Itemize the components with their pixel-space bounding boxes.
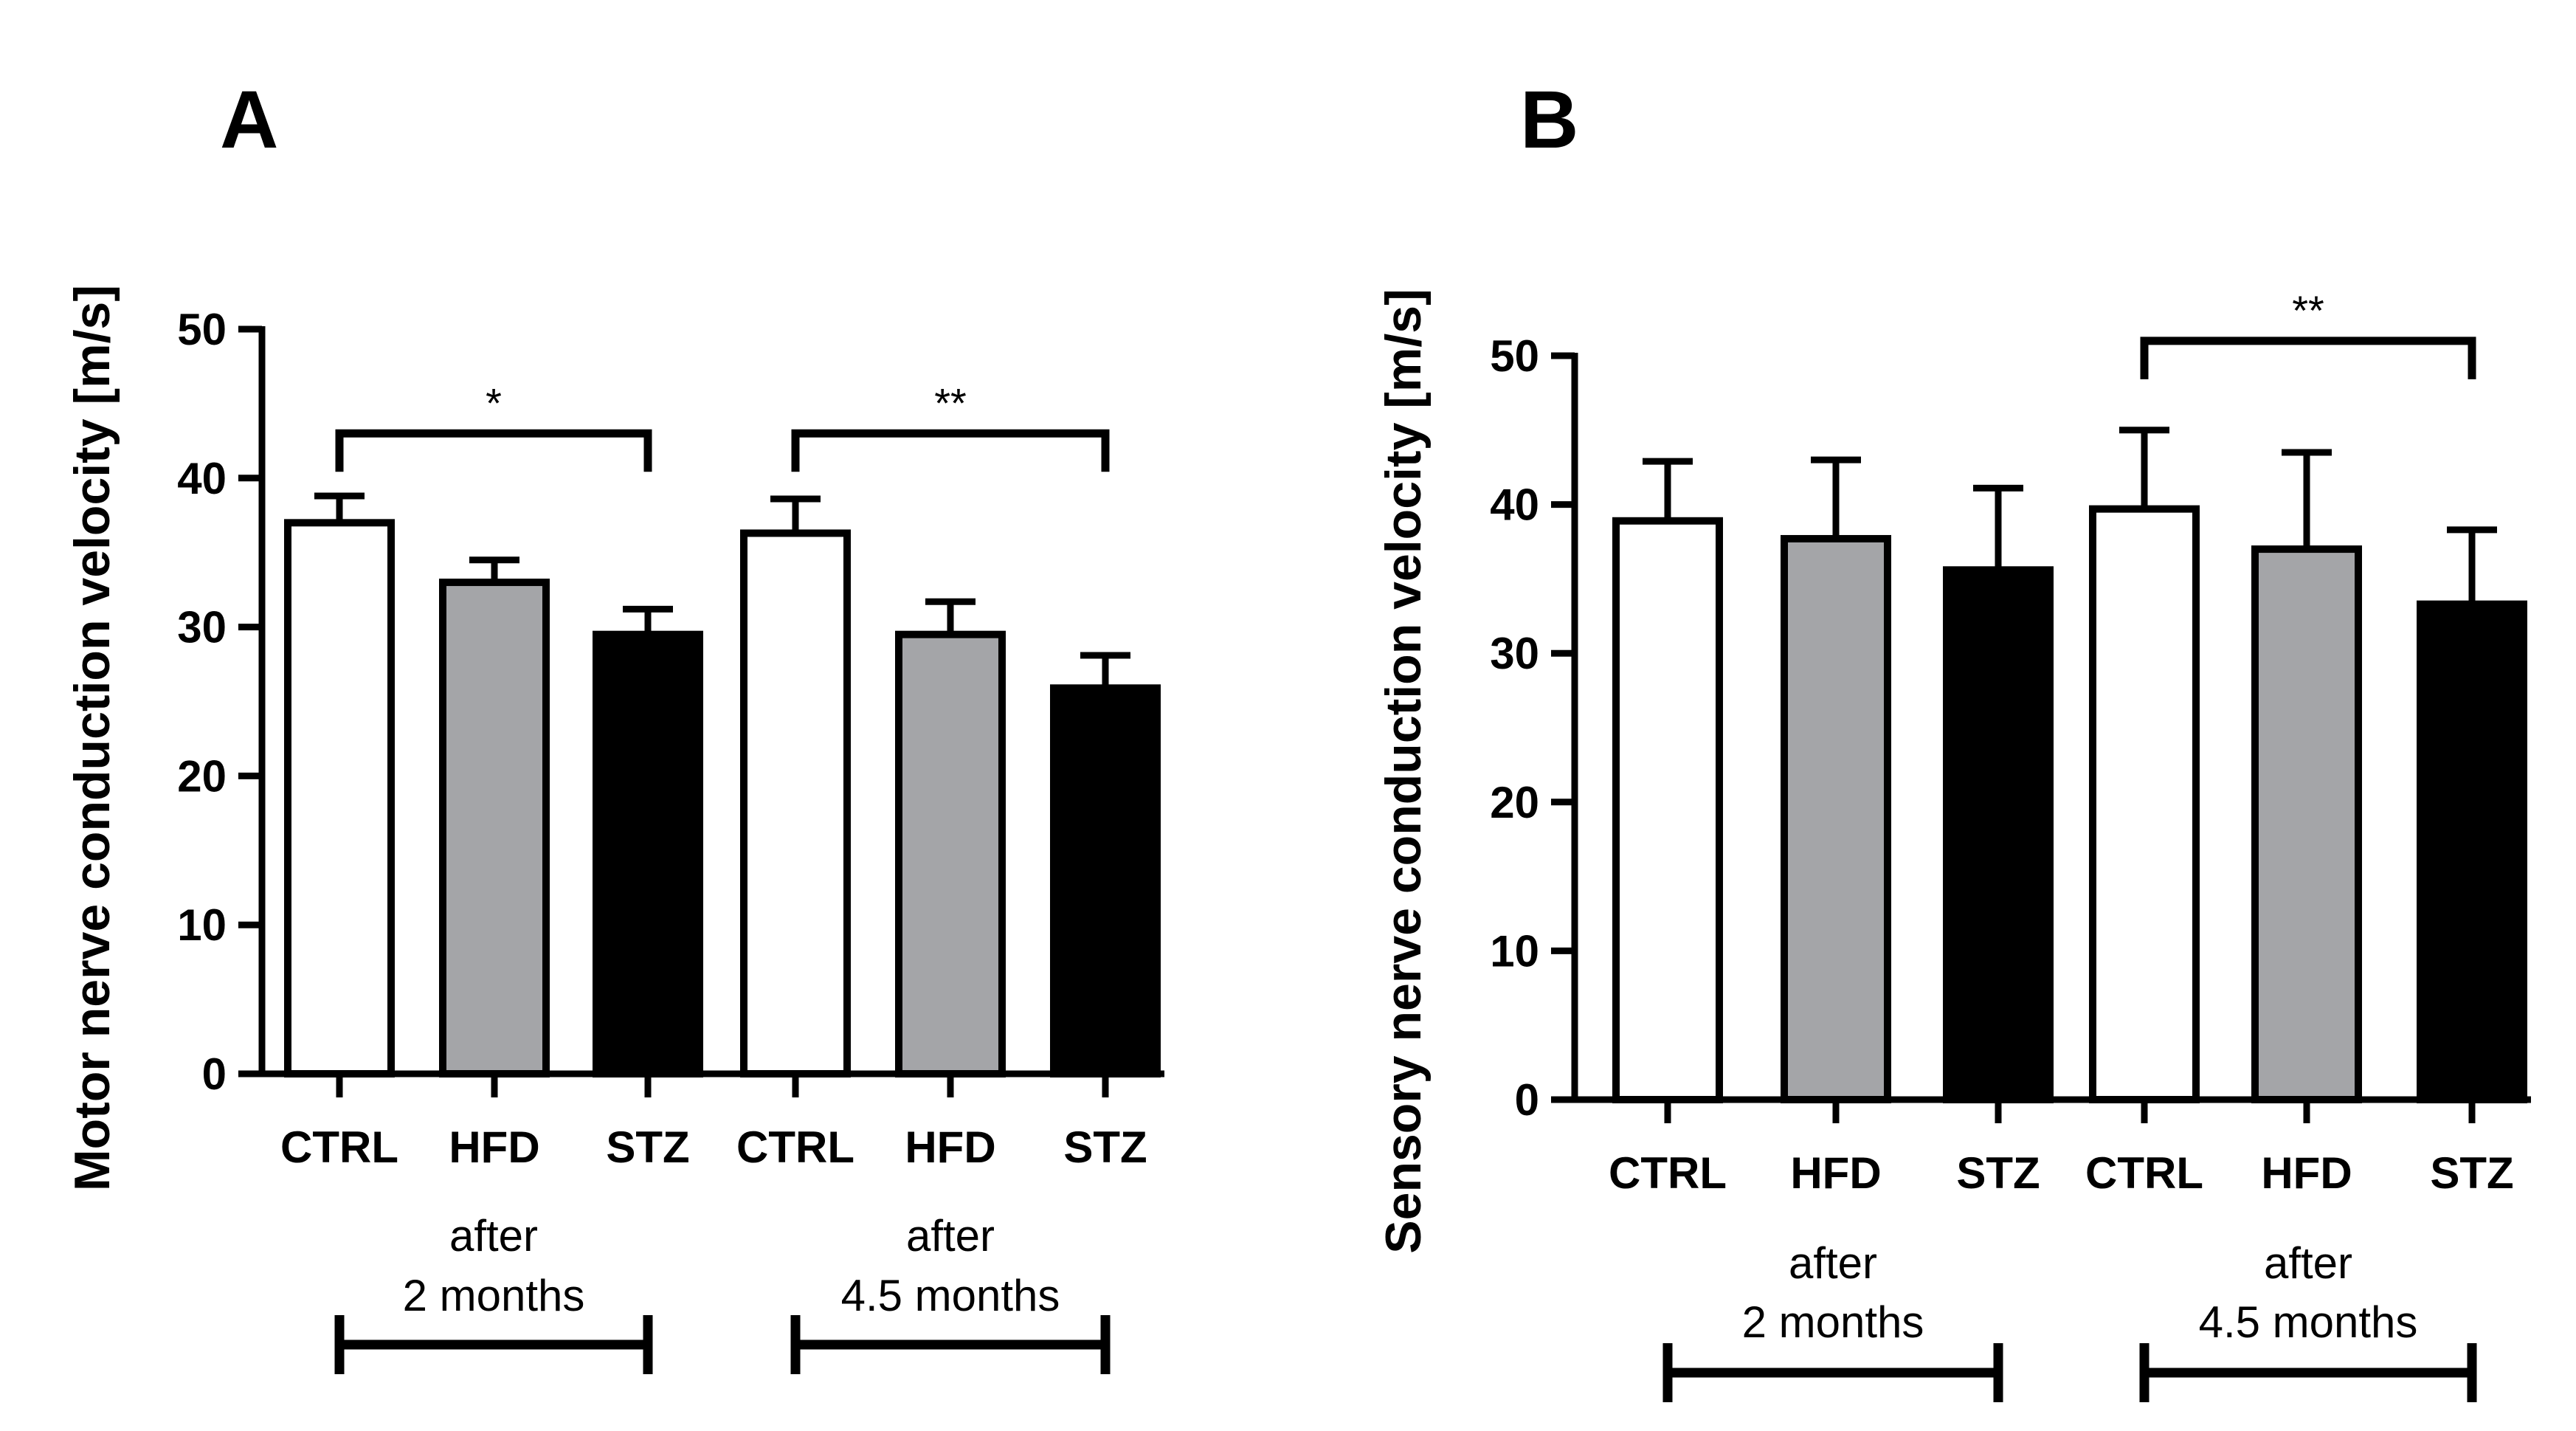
panel-a-bar-stz — [1050, 684, 1161, 1077]
panel-a-bar-stz — [593, 630, 703, 1077]
panel-a-bar-hfd — [439, 579, 550, 1077]
panel-b-y-tick-label: 10 — [1490, 926, 1539, 976]
panel-b-letter: B — [1520, 75, 1578, 165]
panel-b-significance-bracket — [2140, 337, 2476, 379]
panel-b: B Sensory nerve conduction velocity [m/s… — [1375, 75, 2531, 1402]
panel-a-group-label: after — [449, 1211, 538, 1261]
panel-b-y-tick-label: 0 — [1515, 1075, 1539, 1125]
panel-a-group-label: after — [906, 1211, 995, 1261]
panel-a-y-tick-label: 40 — [177, 454, 227, 503]
panel-b-group-label: after — [2264, 1238, 2352, 1288]
panel-b-group-label: 4.5 months — [2199, 1297, 2418, 1347]
panel-a-y-tick-label: 20 — [177, 751, 227, 801]
panel-a-bar-hfd — [895, 630, 1006, 1077]
panel-b-category-label: STZ — [2430, 1148, 2513, 1198]
panel-b-category-label: CTRL — [2085, 1148, 2203, 1198]
panel-b-y-axis-label: Sensory nerve conduction velocity [m/s] — [1375, 289, 1432, 1253]
panel-a-y-tick-label: 30 — [177, 603, 227, 652]
panel-b-bar-hfd — [1781, 534, 1891, 1103]
panel-a-category-label: HFD — [449, 1123, 539, 1172]
panel-a: A Motor nerve conduction velocity [m/s] … — [64, 75, 1164, 1374]
panel-b-y-tick-label: 40 — [1490, 480, 1539, 530]
panel-a-group-label: 4.5 months — [841, 1271, 1060, 1320]
panel-b-group-label: after — [1789, 1238, 1877, 1288]
panel-b-category-label: CTRL — [1609, 1148, 1727, 1198]
panel-a-category-label: HFD — [905, 1123, 995, 1172]
panel-a-group-label: 2 months — [403, 1271, 585, 1320]
panel-a-y-tick-label: 0 — [202, 1049, 227, 1099]
panel-a-y-axis-label: Motor nerve conduction velocity [m/s] — [64, 285, 120, 1191]
panel-b-significance-label: ** — [2292, 287, 2324, 334]
panel-b-y-tick-label: 50 — [1490, 331, 1539, 381]
panel-a-significance-bracket — [791, 429, 1110, 472]
panel-a-y-tick-label: 10 — [177, 900, 227, 950]
panel-b-bar-ctrl — [1612, 517, 1723, 1103]
panel-b-category-label: HFD — [2261, 1148, 2352, 1198]
panel-b-bar-stz — [1943, 566, 2054, 1103]
panel-a-category-label: STZ — [1063, 1123, 1147, 1172]
panel-a-category-label: STZ — [606, 1123, 689, 1172]
panel-b-category-label: STZ — [1956, 1148, 2040, 1198]
panel-a-category-label: CTRL — [736, 1123, 854, 1172]
panel-b-y-tick-label: 30 — [1490, 629, 1539, 678]
panel-a-letter: A — [220, 75, 278, 165]
panel-a-bar-ctrl — [284, 519, 395, 1077]
panel-b-bar-ctrl — [2089, 505, 2200, 1103]
panel-b-y-tick-label: 20 — [1490, 778, 1539, 827]
panel-a-significance-label: * — [486, 379, 502, 426]
panel-a-y-tick-label: 50 — [177, 305, 227, 354]
panel-b-category-label: HFD — [1790, 1148, 1881, 1198]
panel-b-group-label: 2 months — [1742, 1297, 1924, 1347]
panel-b-bar-hfd — [2251, 545, 2362, 1103]
panel-a-significance-label: ** — [934, 379, 967, 426]
panel-b-bar-stz — [2417, 600, 2527, 1103]
panel-a-bar-ctrl — [740, 529, 851, 1077]
panel-a-category-label: CTRL — [280, 1123, 398, 1172]
panel-a-significance-bracket — [335, 429, 652, 472]
